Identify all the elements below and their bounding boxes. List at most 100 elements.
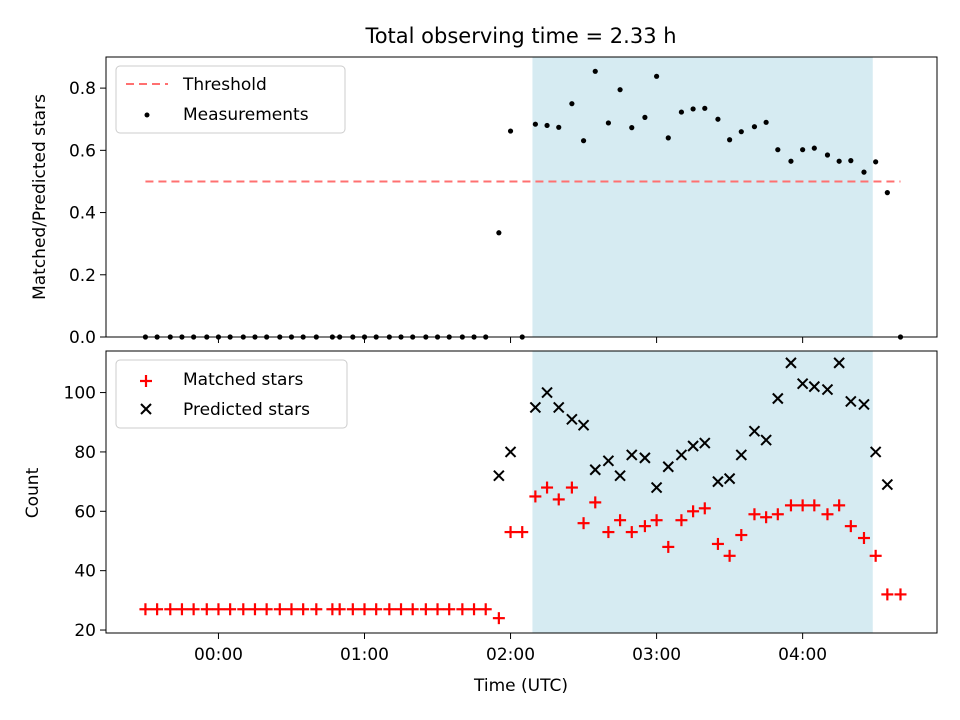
matched-star-point (346, 603, 359, 616)
predicted-star-point (833, 357, 845, 369)
matched-star-point (675, 514, 688, 527)
bottom-y-axis-label: Count (23, 467, 43, 518)
measurement-point (507, 128, 514, 134)
x-tick-label: 04:00 (778, 645, 827, 665)
predicted-star-point (760, 434, 772, 446)
matched-star-point (285, 603, 298, 616)
measurement-point (884, 190, 890, 196)
measurement-point (532, 121, 538, 127)
measurement-point (580, 138, 587, 144)
predicted-star-point (712, 475, 724, 488)
matched-star-point (456, 603, 469, 616)
matched-star-point (358, 603, 371, 616)
predicted-star-point (821, 383, 834, 396)
predicted-star-point (541, 386, 553, 399)
matched-stars-series (139, 481, 907, 625)
measurement-point (861, 169, 867, 175)
predicted-star-point (566, 413, 578, 425)
matched-star-point (698, 502, 711, 515)
predicted-star-point (614, 469, 626, 482)
matched-star-point (589, 496, 602, 509)
matched-star-point (638, 520, 651, 533)
bottom-shaded-span (532, 351, 873, 633)
top-plot-frame (105, 56, 938, 338)
top-y-tick-label: 0.6 (69, 141, 96, 161)
bottom-legend: Matched stars Predicted stars (115, 359, 348, 429)
matched-star-point (687, 505, 700, 518)
predicted-star-point (785, 357, 797, 369)
top-y-tick-label: 0.0 (69, 328, 96, 348)
matched-star-point (248, 603, 261, 616)
measurement-point (592, 68, 598, 74)
legend-matched-swatch (140, 375, 152, 387)
legend-measurements-label: Measurements (183, 105, 309, 125)
matched-star-point (212, 603, 225, 616)
predicted-star-point (529, 401, 542, 414)
matched-star-point (881, 588, 894, 601)
measurement-point (836, 158, 842, 164)
measurement-point (738, 129, 744, 135)
matched-star-point (577, 517, 590, 530)
matched-star-point (529, 490, 542, 503)
predicted-star-point (858, 398, 870, 411)
matched-star-point (310, 603, 323, 616)
bottom-legend-box (115, 359, 348, 429)
matched-star-point (200, 603, 213, 616)
top-legend: Threshold Measurements (115, 65, 346, 134)
matched-star-point (383, 603, 396, 616)
matched-star-point (443, 603, 456, 616)
x-tick-label: 00:00 (194, 645, 243, 665)
predicted-star-point (881, 478, 894, 491)
legend-threshold-label: Threshold (182, 75, 267, 95)
measurement-point (605, 120, 611, 126)
matched-star-point (175, 603, 188, 616)
matched-star-point (844, 520, 857, 533)
legend-predicted-swatch (140, 403, 152, 415)
matched-star-point (492, 612, 505, 625)
x-axis-label: Time (UTC) (473, 676, 568, 696)
matched-star-point (602, 526, 615, 539)
matched-star-point (468, 603, 481, 616)
legend-predicted-label: Predicted stars (183, 400, 310, 420)
matched-star-point (479, 603, 492, 616)
measurement-point (727, 137, 733, 143)
matched-star-point (894, 588, 907, 601)
predicted-star-point (772, 392, 784, 405)
matched-star-point (260, 603, 273, 616)
measurement-point (678, 109, 685, 115)
predicted-star-point (626, 449, 638, 461)
top-y-axis-label: Matched/Predicted stars (30, 94, 50, 300)
x-tick-label: 01:00 (340, 645, 389, 665)
bottom-y-tick-label: 20 (74, 621, 96, 641)
matched-star-point (723, 549, 736, 562)
matched-star-point (869, 549, 882, 562)
measurement-point (617, 87, 623, 93)
x-tick-label: 03:00 (632, 645, 681, 665)
bottom-y-tick-label: 60 (74, 502, 96, 522)
predicted-star-point (699, 437, 711, 449)
matched-star-point (808, 499, 821, 512)
predicted-star-point (602, 455, 615, 467)
measurement-point (800, 147, 806, 153)
measurement-point (702, 105, 708, 111)
measurement-point (811, 145, 817, 151)
predicted-star-point (796, 377, 809, 390)
measurement-point (496, 230, 502, 236)
predicted-star-point (845, 395, 857, 408)
measurement-point (544, 122, 550, 129)
predicted-star-point (808, 380, 821, 393)
measurement-point (751, 124, 758, 130)
predicted-star-point (662, 461, 674, 473)
predicted-star-point (650, 481, 663, 494)
bottom-plot-frame (105, 350, 938, 634)
matched-star-point (224, 603, 237, 616)
matched-star-point (833, 499, 846, 512)
top-y-tick-label: 0.2 (69, 266, 96, 286)
top-shaded-span (532, 57, 873, 337)
measurement-point (873, 159, 879, 165)
measurement-point (715, 116, 721, 122)
top-panel: 0.00.20.40.60.8 Matched/Predicted stars … (30, 56, 938, 348)
matched-star-point (760, 511, 773, 524)
matched-star-point (711, 537, 724, 550)
measurements-series (142, 68, 904, 340)
